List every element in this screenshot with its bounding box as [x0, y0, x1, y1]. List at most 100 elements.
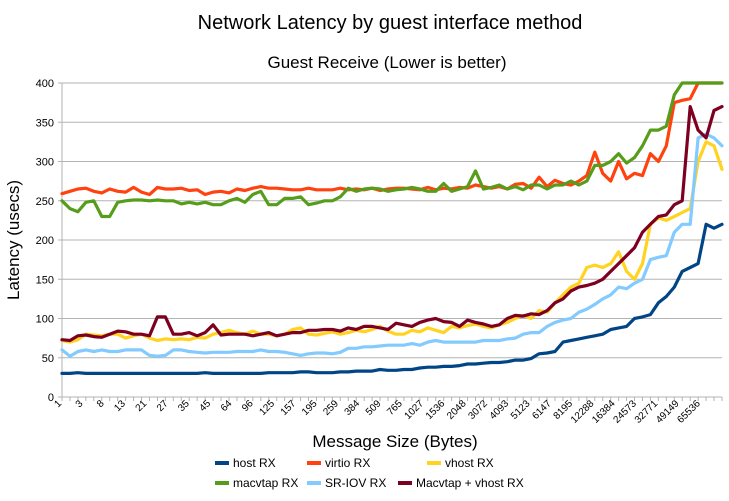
- data-point: [506, 317, 509, 320]
- data-point: [482, 188, 485, 190]
- data-point: [633, 247, 636, 249]
- legend-label: host RX: [233, 456, 276, 470]
- x-tick-label: 1536: [424, 398, 448, 422]
- x-tick-label: 3: [74, 398, 86, 410]
- data-point: [570, 317, 572, 320]
- legend-label: vhost RX: [445, 456, 494, 470]
- data-point: [228, 329, 230, 332]
- data-point: [339, 371, 342, 373]
- data-point: [252, 330, 254, 332]
- data-point: [172, 372, 175, 375]
- data-point: [649, 152, 652, 155]
- data-point: [673, 215, 676, 218]
- data-point: [434, 339, 437, 342]
- data-point: [705, 137, 707, 139]
- data-point: [267, 187, 270, 189]
- data-point: [212, 372, 214, 375]
- data-point: [586, 180, 588, 182]
- data-point: [267, 331, 270, 334]
- data-point: [665, 219, 668, 222]
- data-point: [244, 201, 246, 204]
- data-point: [148, 334, 151, 337]
- data-point: [609, 180, 612, 182]
- data-point: [578, 282, 580, 284]
- data-point: [442, 341, 445, 343]
- data-point: [275, 350, 278, 353]
- data-point: [466, 341, 469, 343]
- data-point: [164, 188, 167, 190]
- data-point: [315, 334, 318, 336]
- data-point: [188, 189, 191, 192]
- data-point: [697, 160, 699, 163]
- data-point: [530, 357, 532, 360]
- data-point: [331, 328, 334, 331]
- series-line-virtio-rx: [60, 81, 724, 197]
- data-point: [641, 231, 644, 233]
- data-point: [252, 193, 254, 196]
- series-line-sr-iov-rx: [60, 132, 724, 358]
- data-point: [85, 187, 87, 189]
- data-point: [713, 145, 715, 147]
- data-point: [498, 323, 501, 326]
- data-point: [482, 339, 485, 342]
- data-point: [514, 317, 517, 320]
- data-point: [100, 372, 103, 375]
- data-point: [236, 197, 238, 200]
- data-point: [61, 199, 63, 202]
- data-point: [331, 353, 334, 355]
- data-point: [538, 176, 540, 178]
- data-point: [570, 339, 572, 342]
- data-point: [593, 303, 596, 306]
- data-point: [387, 188, 389, 190]
- data-point: [562, 294, 564, 296]
- data-point: [124, 191, 127, 193]
- data-point: [411, 342, 413, 345]
- data-point: [108, 215, 111, 218]
- data-point: [482, 325, 485, 328]
- data-point: [100, 192, 103, 194]
- x-tick-label: 65536: [675, 398, 703, 426]
- data-point: [164, 338, 167, 340]
- data-point: [498, 184, 501, 186]
- data-point: [77, 188, 79, 190]
- data-point: [299, 188, 302, 191]
- data-point: [228, 192, 230, 194]
- data-point: [403, 333, 405, 336]
- data-point: [307, 333, 310, 336]
- data-point: [267, 350, 270, 353]
- data-point: [379, 368, 381, 371]
- data-point: [466, 324, 469, 327]
- data-point: [665, 254, 668, 257]
- data-point: [426, 341, 429, 343]
- data-point: [259, 333, 262, 336]
- data-point: [625, 162, 628, 164]
- y-tick-label: 350: [36, 117, 54, 129]
- data-point: [331, 188, 334, 191]
- data-point: [625, 177, 628, 180]
- data-point: [426, 319, 429, 321]
- data-point: [458, 364, 461, 367]
- data-point: [236, 372, 238, 375]
- data-point: [625, 254, 628, 257]
- data-point: [379, 188, 381, 190]
- data-point: [180, 372, 183, 375]
- data-point: [299, 331, 302, 334]
- data-point: [116, 333, 119, 336]
- data-point: [697, 137, 699, 139]
- data-point: [434, 329, 437, 332]
- data-point: [124, 349, 127, 351]
- data-point: [371, 187, 373, 189]
- data-point: [649, 223, 652, 226]
- data-point: [307, 203, 310, 206]
- data-point: [498, 361, 501, 364]
- data-point: [601, 278, 604, 281]
- data-point: [132, 186, 135, 189]
- chart-subtitle: Guest Receive (Lower is better): [267, 53, 506, 72]
- data-point: [69, 207, 71, 210]
- data-point: [132, 349, 135, 351]
- data-point: [69, 372, 71, 375]
- data-point: [108, 188, 111, 190]
- data-point: [180, 333, 183, 336]
- gridlines: [62, 82, 722, 398]
- data-point: [196, 334, 198, 337]
